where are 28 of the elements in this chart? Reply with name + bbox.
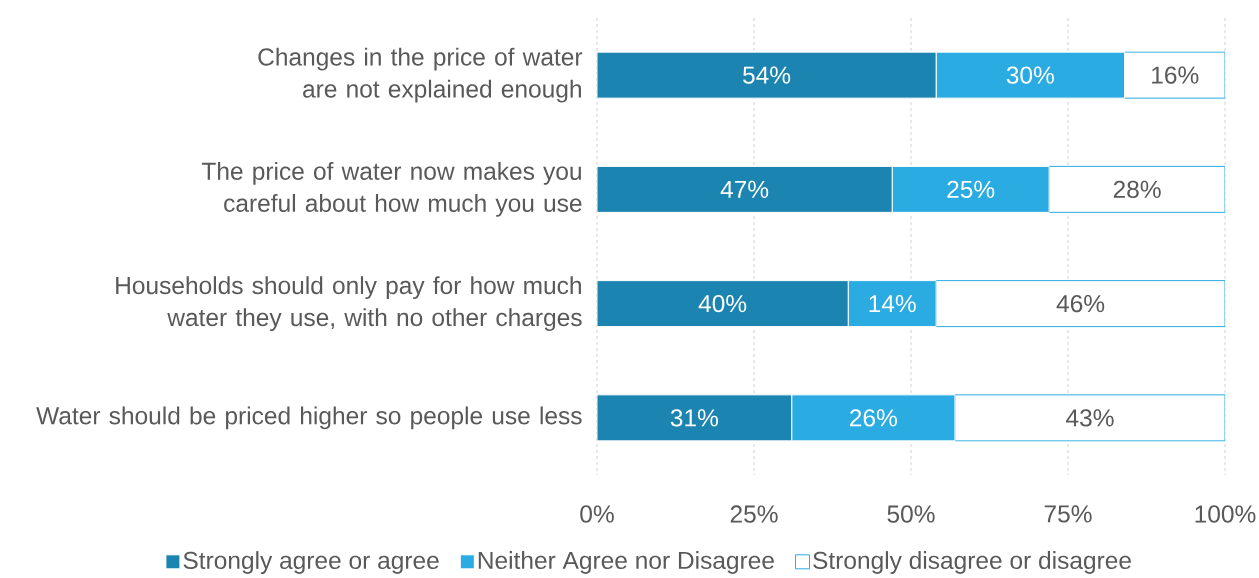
bar [597,280,849,328]
bar [597,165,893,213]
data-label: 28% [1113,180,1161,199]
bar [597,394,793,442]
y-tick-label: Households should only pay for how much water they use, with no other charges [116,276,582,332]
bar [597,51,937,99]
data-label: 14% [869,295,916,313]
data-label: 46% [1056,294,1105,313]
data-label: 31% [670,409,718,427]
data-label: 26% [850,409,897,427]
data-label: 43% [1066,409,1114,427]
legend-label: Strongly agree or agree [183,551,439,574]
data-label: 40% [698,294,747,313]
data-label: 16% [1152,66,1199,84]
x-tick-label: 25% [730,505,778,523]
legend-label: Strongly disagree or disagree [813,551,1131,574]
data-label: 54% [743,66,791,84]
y-tick-label: The price of water now makes you careful about how much you use [201,161,582,217]
x-tick-label: 0% [580,505,614,523]
x-tick-label: 75% [1044,505,1092,523]
data-label: 47% [720,180,769,198]
x-tick-label: 100% [1195,505,1256,523]
data-label: 25% [947,180,995,199]
legend-label: Neither Agree nor Disagree [478,551,774,574]
x-tick-label: 50% [887,505,935,523]
y-tick-label: Changes in the price of water are not explained enough [258,47,583,103]
data-label: 30% [1006,66,1054,84]
y-tick-label: Water should be priced higher so people use less [36,406,582,430]
